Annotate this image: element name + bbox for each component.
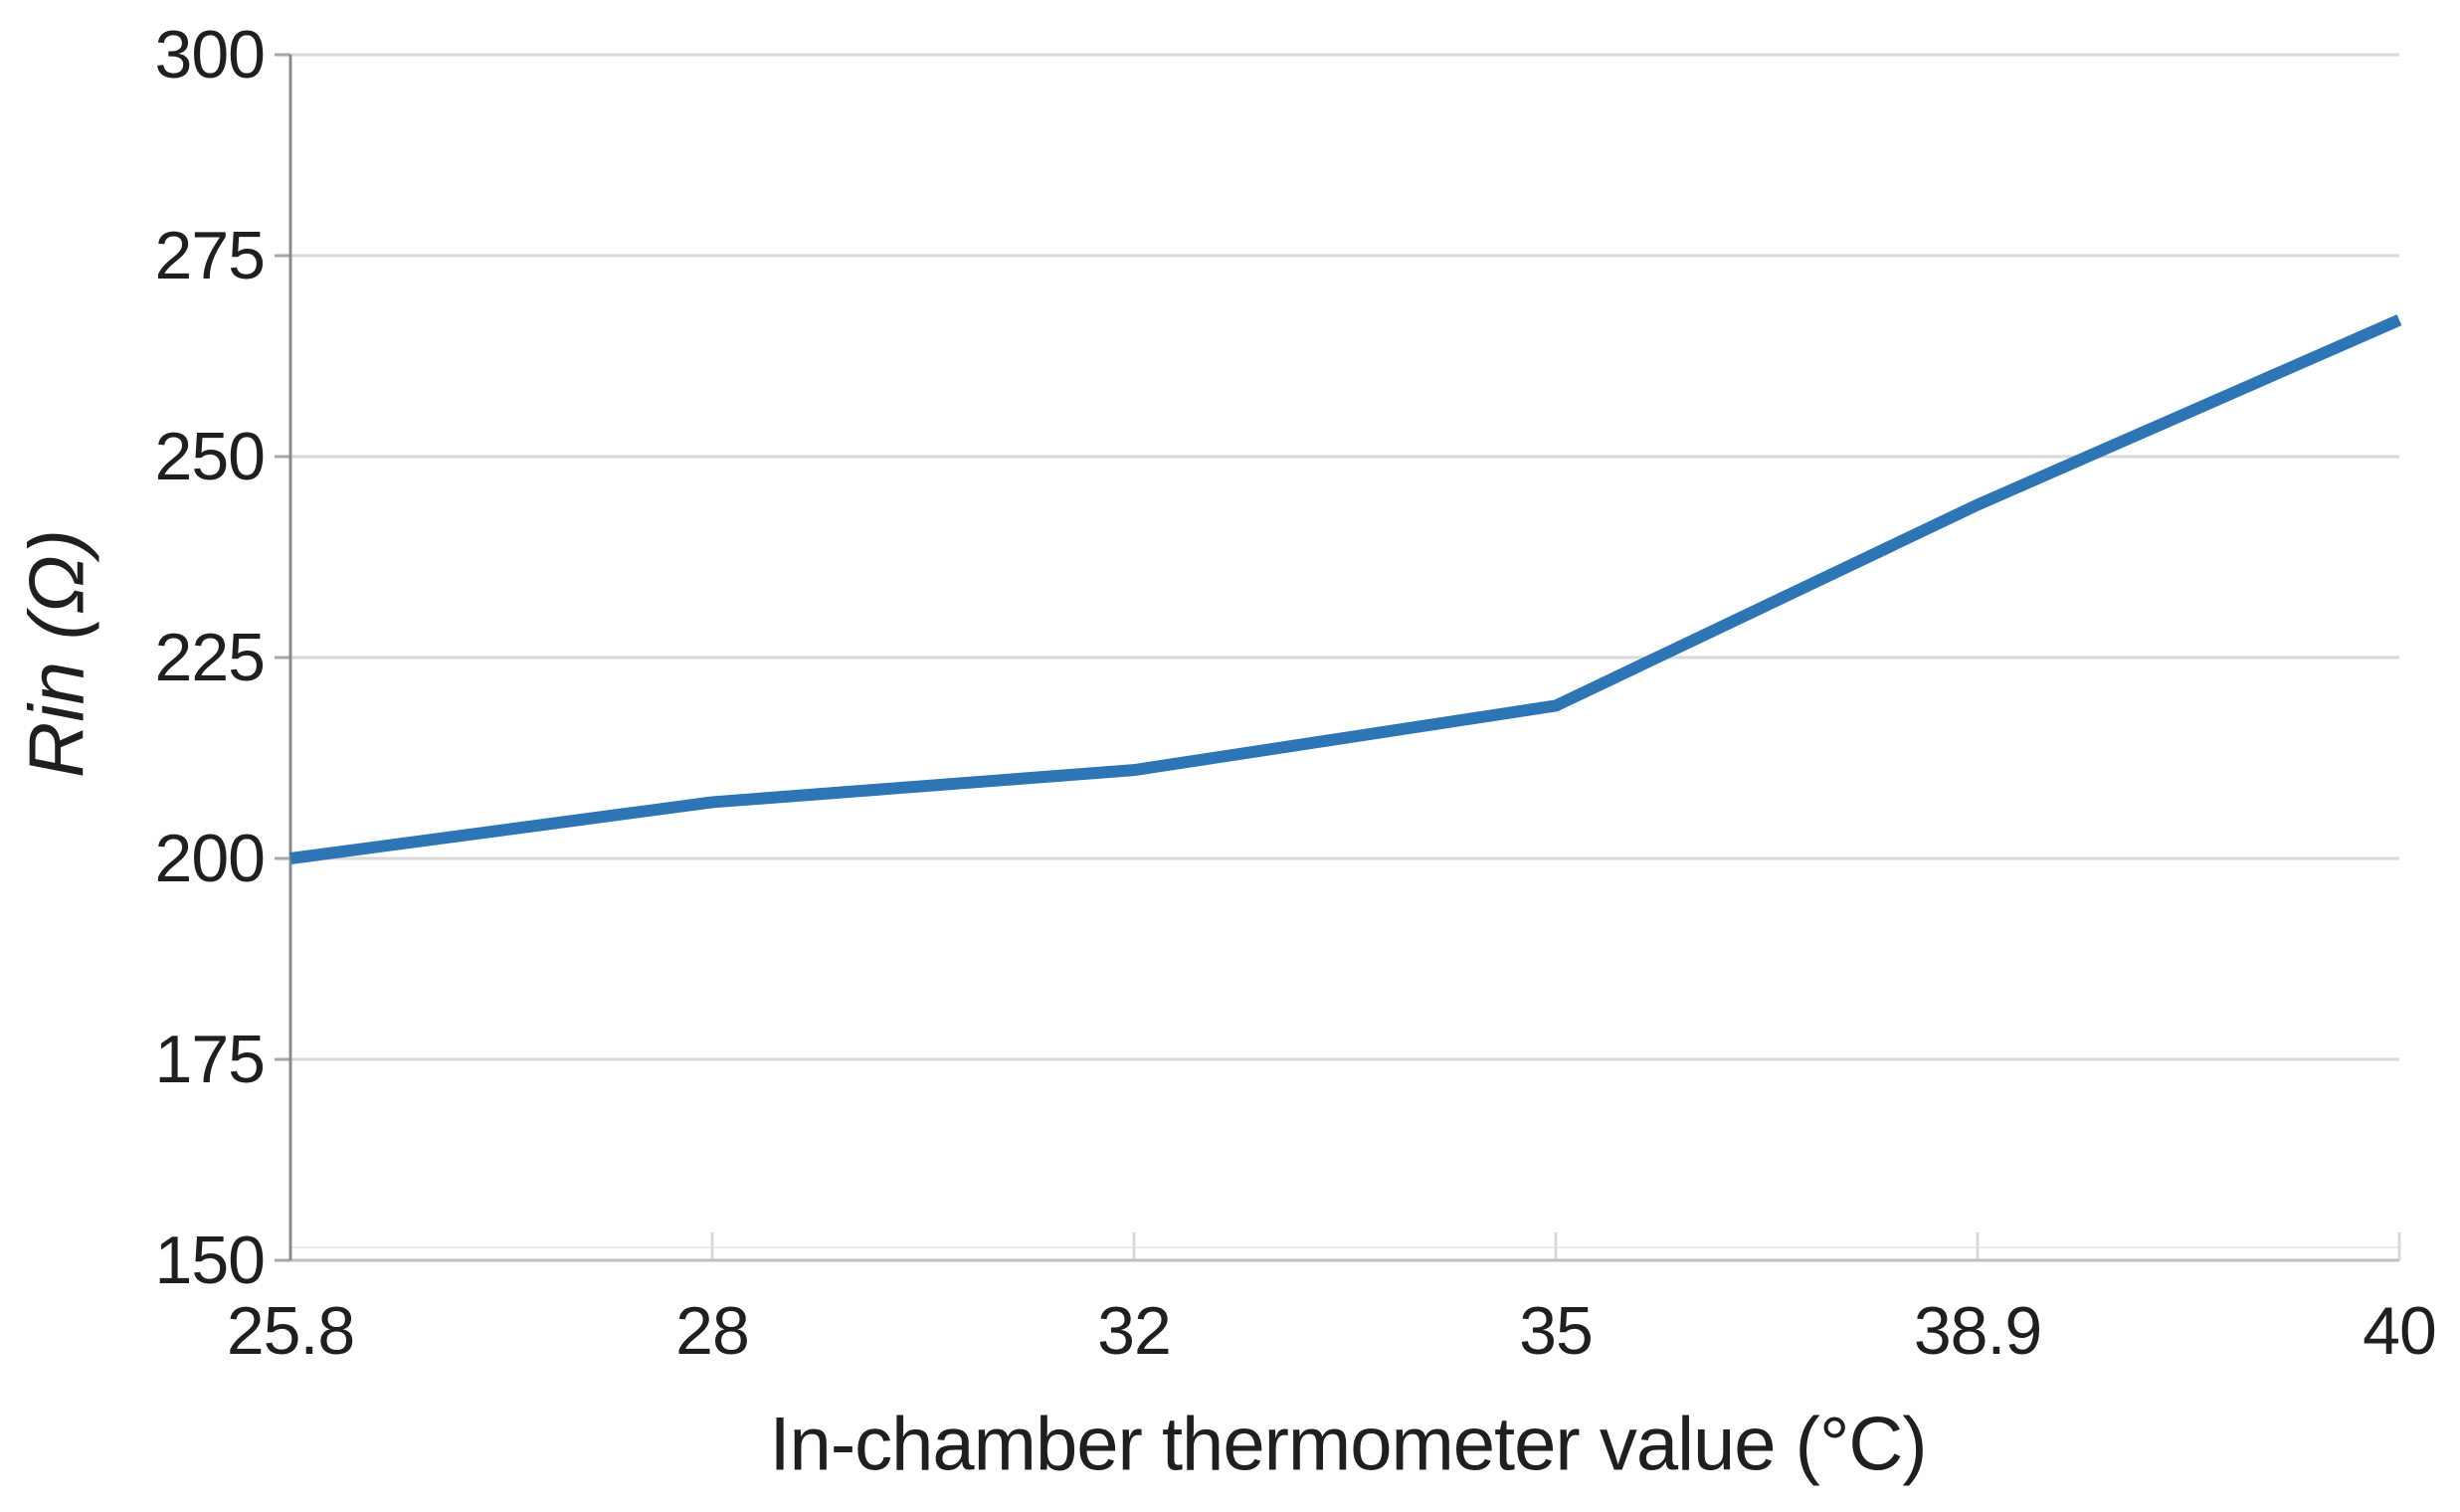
y-tick-label: 175 — [154, 1022, 266, 1097]
x-tick-label: 40 — [2363, 1293, 2437, 1369]
y-tick-label: 300 — [154, 17, 266, 93]
x-tick-label: 32 — [1097, 1293, 1172, 1369]
series-line-rin — [289, 314, 2402, 864]
x-tick-label: 25.8 — [226, 1293, 355, 1369]
y-tick-label: 150 — [154, 1223, 266, 1298]
y-tick-label: 200 — [154, 821, 266, 896]
x-tick-label: 38.9 — [1913, 1293, 2042, 1369]
x-tick-label: 35 — [1519, 1293, 1594, 1369]
x-tick-label: 28 — [675, 1293, 750, 1369]
y-tick-label: 225 — [154, 620, 266, 695]
y-tick-label: 275 — [154, 218, 266, 293]
y-axis-title: Rin (Ω) — [12, 529, 100, 778]
y-tick-label: 250 — [154, 419, 266, 494]
x-axis-title: In-chamber thermometer value (°C) — [769, 1402, 1927, 1487]
